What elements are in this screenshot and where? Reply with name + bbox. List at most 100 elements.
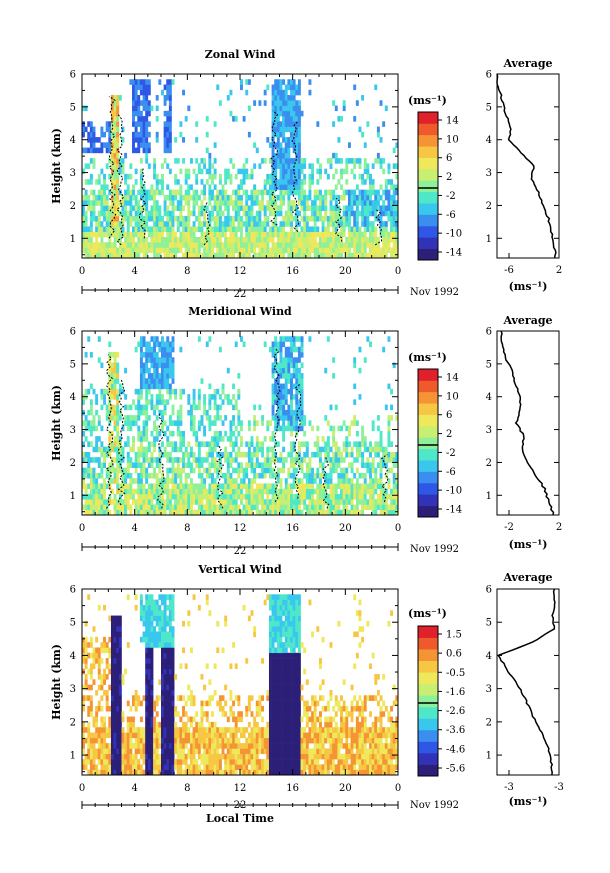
heatmap-cell [153, 336, 157, 342]
colorbar-swatch [418, 180, 438, 193]
heatmap-cell [347, 189, 351, 196]
heatmap-cell [82, 684, 85, 691]
profile-x-tick-label: 2 [556, 522, 562, 533]
heatmap-cell [353, 488, 357, 495]
heatmap-cell [337, 215, 341, 222]
heatmap-cell [290, 105, 293, 112]
heatmap-cell [287, 100, 291, 106]
heatmap-cell [100, 446, 104, 453]
heatmap-cell [245, 504, 249, 511]
heatmap-cell [97, 457, 101, 463]
heatmap-cell [137, 247, 141, 254]
heatmap-cell [216, 451, 220, 458]
heatmap-cell [311, 451, 315, 458]
heatmap-cell [295, 504, 299, 511]
heatmap-cell [361, 509, 365, 516]
heatmap-cell [295, 457, 299, 463]
heatmap-cell [342, 472, 346, 479]
heatmap-cell [258, 100, 262, 106]
heatmap-cell [129, 721, 133, 728]
heatmap-cell [110, 105, 114, 112]
heatmap-cell [247, 478, 251, 484]
heatmap-cell [124, 748, 128, 755]
heatmap-cell [303, 215, 307, 222]
heatmap-cell [124, 472, 128, 479]
heatmap-cell [342, 100, 346, 106]
heatmap-cell [171, 189, 175, 196]
heatmap-cell [137, 446, 141, 453]
heatmap-cell [303, 252, 307, 259]
heatmap-cell [124, 509, 128, 516]
profile-frame [496, 330, 560, 516]
heatmap-cell [245, 189, 249, 196]
heatmap-cell [379, 509, 383, 516]
heatmap-cell [218, 493, 222, 500]
heatmap-cell [345, 472, 349, 479]
heatmap-cell [369, 504, 372, 511]
profile-title: Average [502, 57, 552, 70]
heatmap-cell [213, 478, 217, 484]
heatmap-cell [224, 457, 228, 463]
heatmap-cell [134, 137, 138, 143]
heatmap-cell [132, 116, 135, 122]
heatmap-cell [258, 499, 262, 505]
heatmap-cell [324, 252, 328, 259]
heatmap-cell [139, 604, 143, 611]
heatmap-cell [382, 168, 386, 175]
heatmap-cell [176, 215, 180, 222]
heatmap-cell [118, 242, 122, 248]
heatmap-cell [192, 399, 196, 405]
heatmap-cell [137, 205, 141, 211]
heatmap-cell [363, 231, 367, 238]
heatmap-cell [355, 210, 359, 217]
heatmap-cell [282, 394, 286, 400]
heatmap-cell [84, 105, 88, 112]
heatmap-cell [282, 79, 286, 85]
heatmap-cell [263, 242, 267, 248]
heatmap-cell [84, 236, 88, 243]
heatmap-cell [337, 509, 341, 516]
heatmap-cell [113, 425, 117, 432]
heatmap-cell [84, 493, 88, 500]
heatmap-cell [158, 79, 162, 85]
heatmap-cell [321, 462, 325, 468]
heatmap-cell [116, 509, 120, 516]
heatmap-cell [376, 441, 380, 447]
heatmap-cell [113, 388, 117, 395]
heatmap-cell [250, 236, 254, 243]
heatmap-cell [142, 100, 146, 106]
heatmap-cell [216, 247, 220, 254]
heatmap-cell [145, 346, 149, 353]
heatmap-cell [124, 478, 128, 484]
heatmap-cell [276, 346, 280, 353]
heatmap-cell [240, 488, 243, 495]
heatmap-cell [168, 200, 172, 206]
heatmap-cell [311, 425, 315, 432]
heatmap-cell [290, 205, 293, 211]
heatmap-cell [379, 205, 383, 211]
heatmap-cell [179, 200, 183, 206]
heatmap-cell [326, 221, 330, 227]
heatmap-cell [274, 252, 278, 259]
heatmap-cell [295, 346, 299, 353]
heatmap-cell [147, 716, 151, 723]
heatmap-cell [287, 499, 291, 505]
heatmap-cell [363, 488, 367, 495]
heatmap-cell [116, 504, 120, 511]
heatmap-cell [200, 158, 204, 164]
heatmap-cell [150, 642, 154, 648]
heatmap-cell [192, 415, 196, 421]
heatmap-cell [158, 231, 162, 238]
heatmap-cell [166, 488, 170, 495]
heatmap-cell [110, 152, 114, 159]
heatmap-cell [113, 737, 117, 744]
heatmap-cell [295, 336, 299, 342]
heatmap-cell [161, 441, 164, 447]
heatmap-cell [221, 184, 225, 190]
heatmap-cell [276, 425, 280, 432]
heatmap-cell [142, 84, 146, 91]
heatmap-cell [116, 394, 120, 400]
heatmap-cell [110, 147, 114, 154]
heatmap-cell [395, 242, 399, 248]
